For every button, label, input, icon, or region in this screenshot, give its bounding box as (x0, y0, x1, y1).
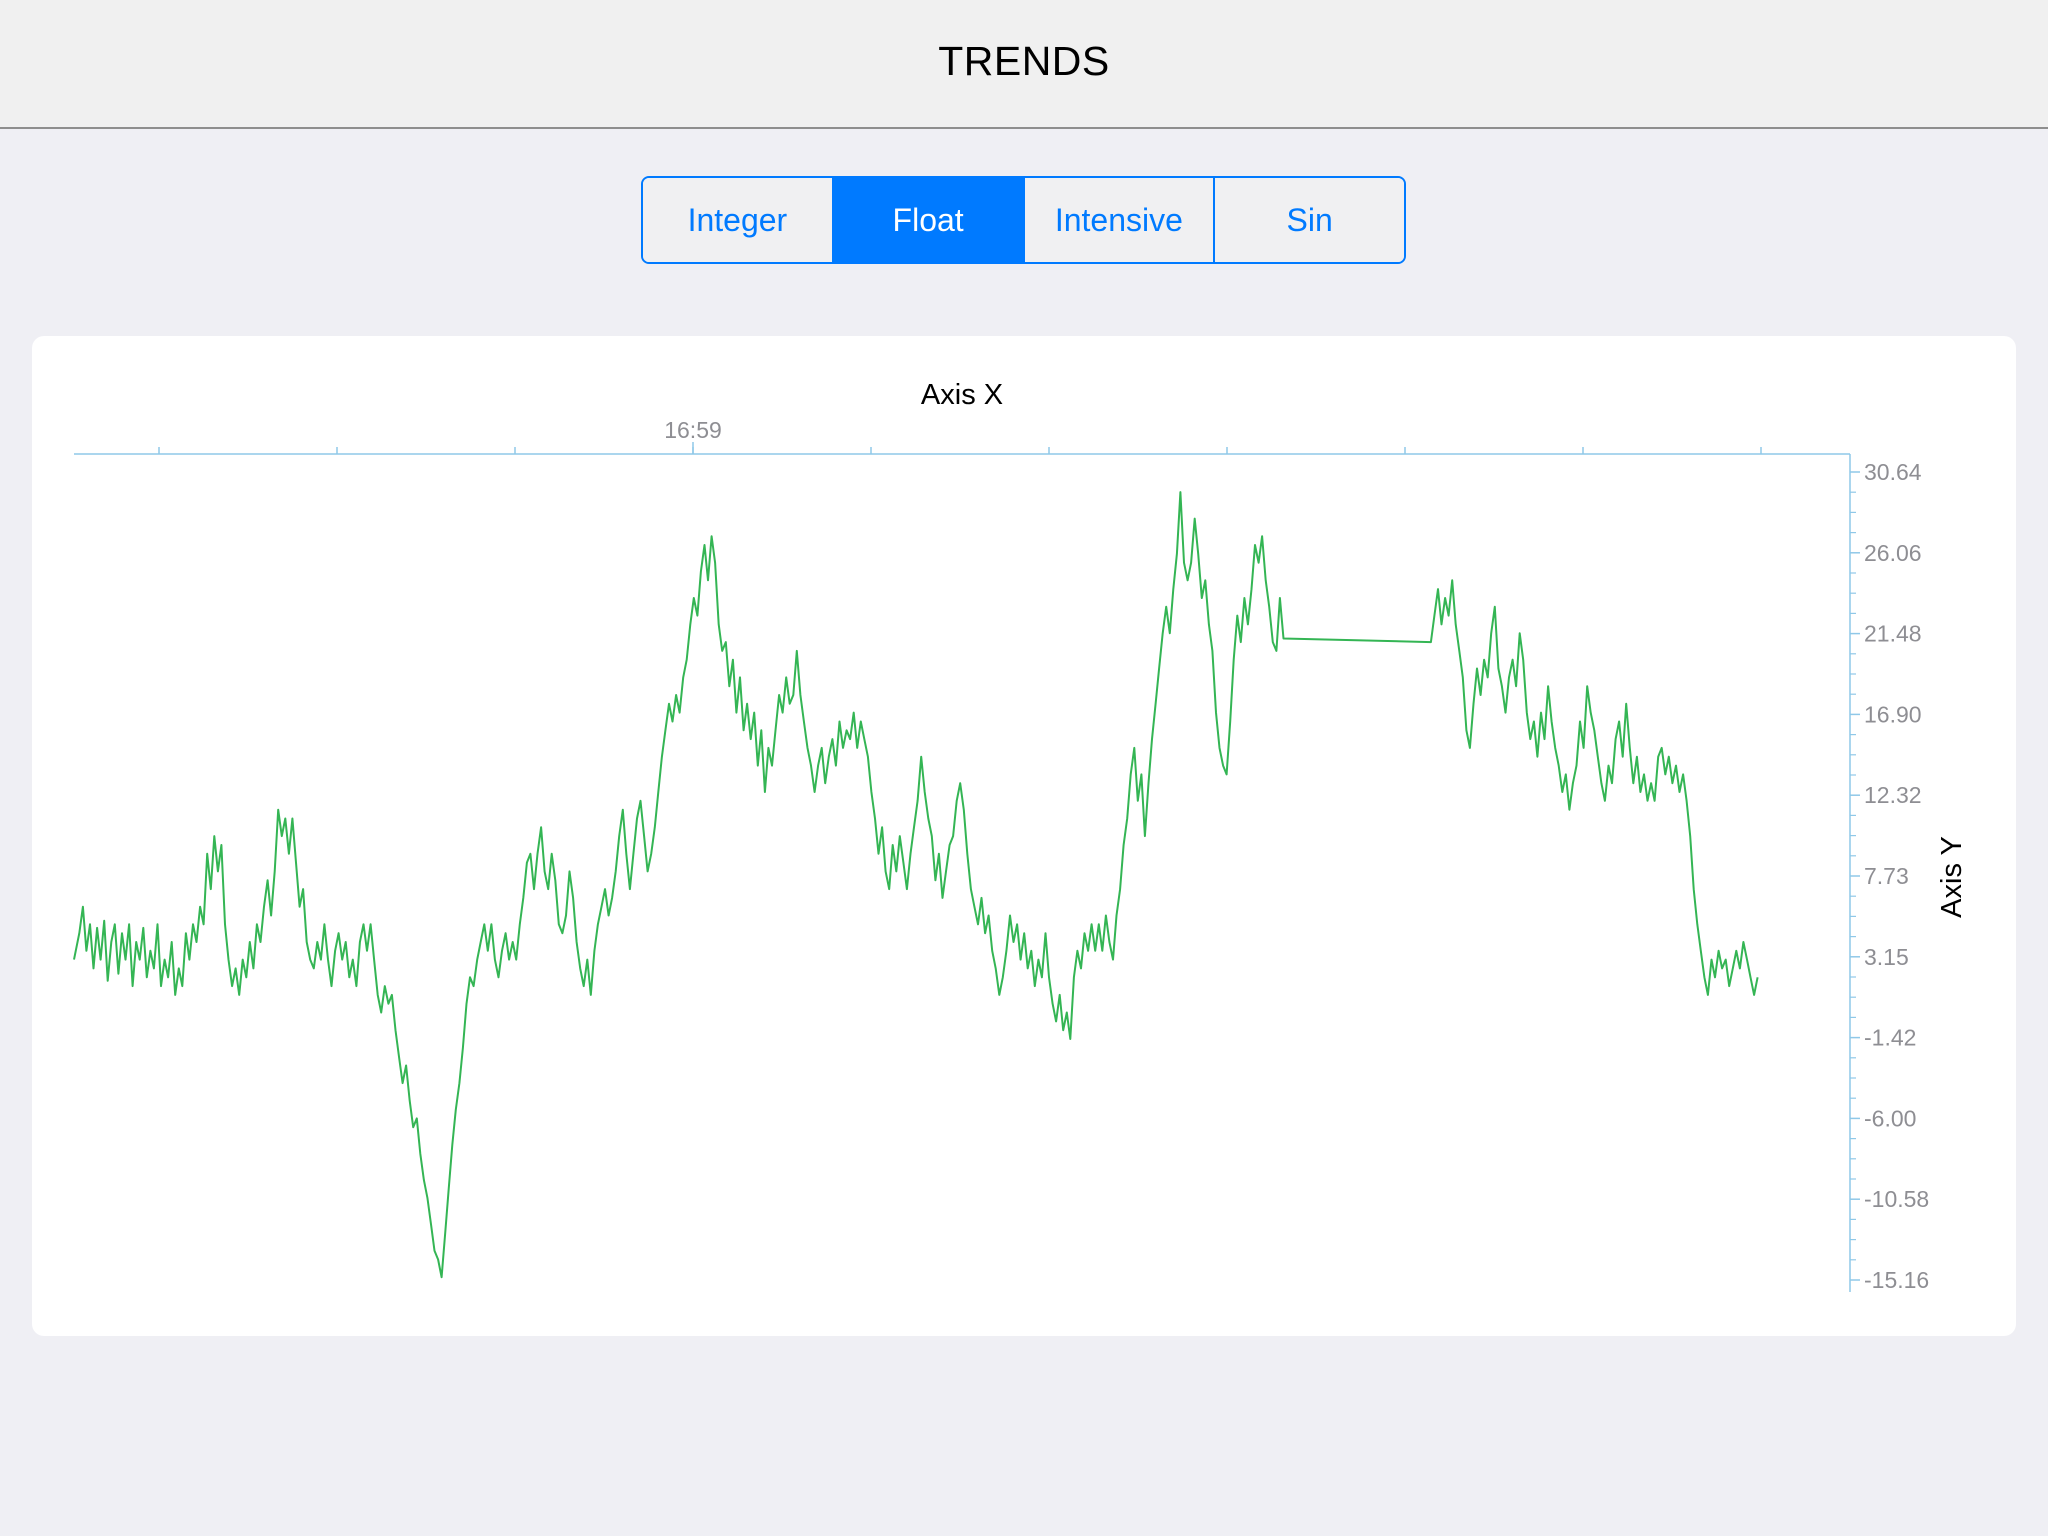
navigation-bar: TRENDS (0, 0, 2048, 129)
y-tick-label: 12.32 (1864, 782, 1922, 808)
segment-sin[interactable]: Sin (1215, 178, 1404, 262)
y-tick-label: -15.16 (1864, 1267, 1929, 1293)
y-tick-label: 16.90 (1864, 701, 1922, 727)
page-title: TRENDS (938, 38, 1110, 84)
series-line (73, 491, 1759, 1279)
chart-card: Axis X Axis Y 16:59 30.64 26.06 21.48 16.90 1… (32, 336, 2016, 1336)
y-tick-label: 21.48 (1864, 621, 1922, 647)
y-tick-label: -1.42 (1864, 1025, 1916, 1051)
x-axis-title: Axis X (921, 379, 1003, 411)
segment-intensive[interactable]: Intensive (1024, 178, 1216, 262)
segmented-control: Integer Float Intensive Sin (641, 176, 1406, 264)
y-tick-label: 3.15 (1864, 944, 1909, 970)
y-tick-label: 7.73 (1864, 863, 1909, 889)
segment-integer[interactable]: Integer (643, 178, 834, 262)
y-tick-label: 26.06 (1864, 540, 1922, 566)
segment-float[interactable]: Float (833, 178, 1025, 262)
y-tick-label: 30.64 (1864, 459, 1922, 485)
trend-chart[interactable]: Axis X Axis Y 16:59 30.64 26.06 21.48 16.90 1… (32, 336, 2016, 1336)
y-axis-title: Axis Y (1936, 836, 1968, 918)
y-tick-label: -10.58 (1864, 1186, 1929, 1212)
y-tick-label: -6.00 (1864, 1105, 1916, 1131)
x-tick-label: 16:59 (664, 417, 722, 443)
